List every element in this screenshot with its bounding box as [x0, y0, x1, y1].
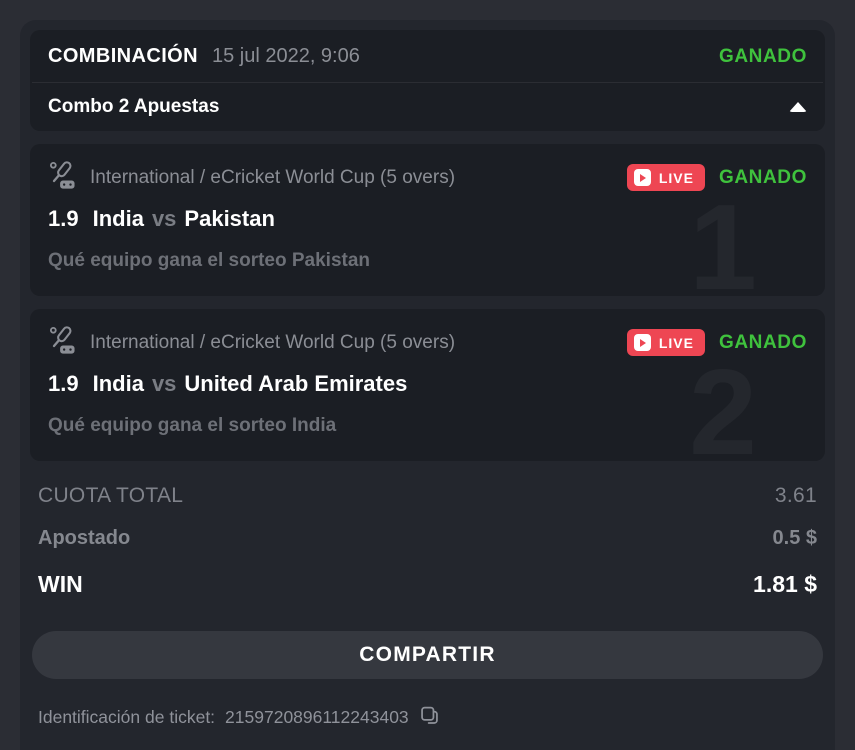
team-away: Pakistan — [184, 206, 275, 231]
bet-status-badge: GANADO — [718, 166, 807, 188]
bet-status-badge: GANADO — [718, 331, 807, 353]
total-odds-row: CUOTA TOTAL 3.61 — [38, 475, 817, 517]
vs-label: vs — [151, 206, 177, 231]
win-value: 1.81 $ — [753, 571, 817, 597]
bet-item-2: 2 International / eCricket World Cup (5 … — [30, 309, 825, 461]
ticket-header-row: COMBINACIÓN 15 jul 2022, 9:06 GANADO — [30, 30, 825, 82]
live-label: LIVE — [658, 169, 694, 186]
stake-label: Apostado — [38, 527, 131, 549]
header-divider — [32, 82, 823, 83]
ticket-id-label: Identificación de ticket: — [38, 706, 216, 727]
ticket-status-badge: GANADO — [718, 45, 807, 67]
bet-item-1: 1 International / eCricket World Cup (5 … — [30, 144, 825, 296]
ecricket-icon — [48, 325, 78, 360]
combo-label: Combo 2 Apuestas — [48, 96, 220, 117]
vs-label: vs — [151, 371, 177, 396]
ecricket-icon — [48, 160, 78, 195]
team-home: India — [92, 371, 144, 396]
totals-section: CUOTA TOTAL 3.61 Apostado 0.5 $ WIN 1.81… — [30, 461, 825, 609]
bet-odds: 1.9 — [48, 371, 79, 396]
play-icon — [633, 334, 651, 351]
live-badge[interactable]: LIVE — [626, 164, 705, 191]
ticket-header-block: COMBINACIÓN 15 jul 2022, 9:06 GANADO Com… — [30, 30, 825, 131]
copy-ticket-id-button[interactable] — [419, 705, 440, 729]
league-name: International / eCricket World Cup (5 ov… — [90, 331, 456, 353]
ticket-datetime: 15 jul 2022, 9:06 — [211, 45, 360, 67]
stake-row: Apostado 0.5 $ — [38, 517, 817, 560]
combo-collapse-header[interactable]: Combo 2 Apuestas — [30, 83, 825, 131]
bet-ticket-card: COMBINACIÓN 15 jul 2022, 9:06 GANADO Com… — [20, 20, 835, 750]
bet-league-row: International / eCricket World Cup (5 ov… — [48, 160, 807, 195]
live-label: LIVE — [658, 334, 694, 351]
bet-market-selection: Qué equipo gana el sorteo Pakistan — [48, 250, 371, 271]
total-odds-label: CUOTA TOTAL — [38, 484, 184, 507]
live-badge[interactable]: LIVE — [626, 329, 705, 356]
bet-index-watermark: 1 — [689, 186, 757, 296]
win-label: WIN — [38, 571, 83, 597]
team-home: India — [92, 206, 144, 231]
play-icon — [633, 169, 651, 186]
ticket-id-value: 2159720896112243403 — [225, 706, 409, 727]
bet-odds: 1.9 — [48, 206, 79, 231]
league-name: International / eCricket World Cup (5 ov… — [90, 166, 456, 188]
share-button[interactable]: COMPARTIR — [32, 631, 823, 679]
ticket-id-row: Identificación de ticket: 21597208961122… — [38, 705, 823, 729]
team-away: United Arab Emirates — [184, 371, 408, 396]
ticket-type-label: COMBINACIÓN — [48, 45, 198, 67]
bet-index-watermark: 2 — [689, 351, 757, 461]
total-odds-value: 3.61 — [774, 484, 817, 507]
chevron-up-icon — [789, 102, 807, 112]
bet-league-row: International / eCricket World Cup (5 ov… — [48, 325, 807, 360]
bet-market-selection: Qué equipo gana el sorteo India — [48, 415, 337, 436]
match-row: 1.9 India vs United Arab Emirates — [48, 371, 807, 397]
match-row: 1.9 India vs Pakistan — [48, 206, 807, 232]
stake-value: 0.5 $ — [772, 527, 817, 549]
copy-icon — [419, 705, 440, 729]
win-row: WIN 1.81 $ — [38, 560, 817, 609]
